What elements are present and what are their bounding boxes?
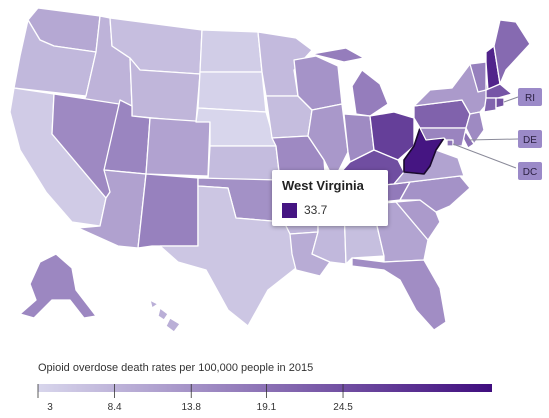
- state-fl[interactable]: [351, 257, 447, 331]
- legend-tick-label: 19.1: [257, 402, 277, 413]
- legend-tick-label: 3: [47, 402, 53, 413]
- state-callouts: RI DE DC: [452, 88, 542, 180]
- legend-title: Opioid overdose death rates per 100,000 …: [38, 362, 314, 374]
- state-nd[interactable]: [199, 29, 263, 73]
- state-ma[interactable]: [485, 83, 513, 99]
- tooltip-state-name: West Virginia: [282, 178, 364, 193]
- state-ct[interactable]: [483, 97, 497, 113]
- state-me[interactable]: [493, 19, 531, 85]
- callout-dc[interactable]: DC: [518, 162, 542, 180]
- state-tooltip: West Virginia 33.7: [272, 170, 388, 226]
- tooltip-value: 33.7: [304, 203, 328, 217]
- legend-tick-label: 8.4: [108, 402, 122, 413]
- state-nm[interactable]: [137, 173, 199, 249]
- state-ri[interactable]: [495, 97, 505, 109]
- legend-tick-label: 24.5: [333, 402, 353, 413]
- callout-ri[interactable]: RI: [518, 88, 542, 106]
- states-layer: [9, 7, 531, 333]
- state-hi[interactable]: [149, 299, 181, 333]
- legend-tick-label: 13.8: [181, 402, 201, 413]
- color-legend: 3 8.4 13.8 19.1 24.5: [37, 384, 492, 413]
- callout-dc-label: DC: [523, 167, 537, 178]
- legend-ticks: 3 8.4 13.8 19.1 24.5: [37, 384, 353, 413]
- state-ks[interactable]: [207, 145, 281, 181]
- state-nj[interactable]: [465, 111, 485, 145]
- callout-ri-label: RI: [525, 93, 535, 104]
- state-ak[interactable]: [19, 253, 97, 319]
- state-dc[interactable]: [446, 139, 454, 147]
- tooltip-color-swatch: [282, 203, 297, 218]
- callout-de[interactable]: DE: [518, 130, 542, 148]
- callout-de-label: DE: [523, 135, 537, 146]
- legend-gradient-bar: [38, 384, 492, 392]
- state-mi[interactable]: [311, 47, 389, 117]
- state-co[interactable]: [145, 117, 211, 177]
- state-tx[interactable]: [159, 185, 297, 327]
- state-sd[interactable]: [197, 71, 267, 113]
